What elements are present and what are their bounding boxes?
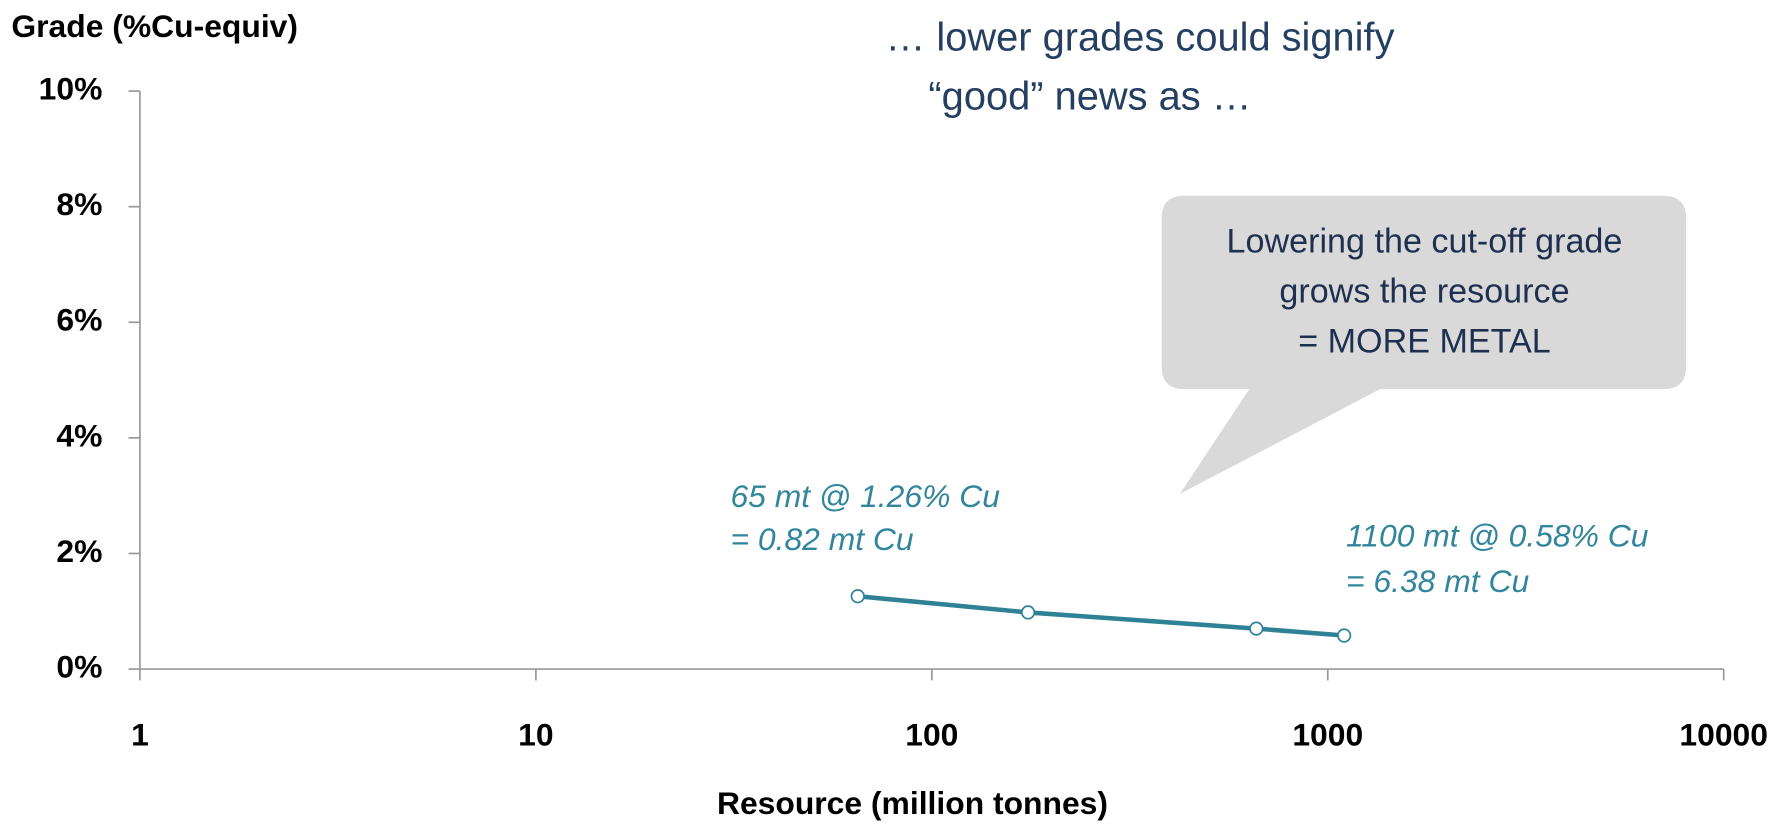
- data-point: [1020, 605, 1036, 620]
- header-text: … lower grades could signify: [886, 15, 1395, 59]
- y-tick-label: 4%: [56, 417, 102, 453]
- data-point: [1337, 628, 1352, 643]
- point-label: 65 mt @ 1.26% Cu: [730, 478, 1000, 514]
- data-point: [1249, 621, 1264, 636]
- y-tick-label: 0%: [56, 648, 102, 684]
- x-tick-label: 1000: [1292, 717, 1363, 753]
- point-label: = 6.38 mt Cu: [1346, 563, 1529, 599]
- point-label: 1100 mt @ 0.58% Cu: [1346, 518, 1649, 554]
- point-label: = 0.82 mt Cu: [730, 521, 913, 557]
- data-line: [857, 593, 1345, 638]
- x-tick-label: 1: [131, 717, 149, 753]
- y-tick-label: 2%: [56, 533, 102, 569]
- callout-text: = MORE METAL: [1298, 323, 1551, 361]
- callout-text: Lowering the cut-off grade: [1227, 223, 1623, 261]
- data-point: [850, 589, 865, 604]
- x-axis-title: Resource (million tonnes): [717, 785, 1108, 821]
- callout-text: grows the resource: [1279, 273, 1569, 311]
- x-tick-label: 100: [905, 717, 958, 753]
- callout-bubble: [1161, 195, 1687, 494]
- y-tick-label: 6%: [56, 302, 102, 338]
- y-axis-title: Grade (%Cu-equiv): [11, 8, 298, 44]
- y-tick-label: 8%: [56, 186, 102, 222]
- y-tick-label: 10%: [39, 70, 103, 106]
- x-tick-label: 10: [518, 717, 553, 753]
- x-tick-label: 10000: [1679, 717, 1768, 753]
- header-text: “good” news as …: [928, 75, 1251, 119]
